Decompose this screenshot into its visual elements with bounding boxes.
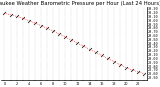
Title: Milwaukee Weather Barometric Pressure per Hour (Last 24 Hours): Milwaukee Weather Barometric Pressure pe… <box>0 1 160 6</box>
